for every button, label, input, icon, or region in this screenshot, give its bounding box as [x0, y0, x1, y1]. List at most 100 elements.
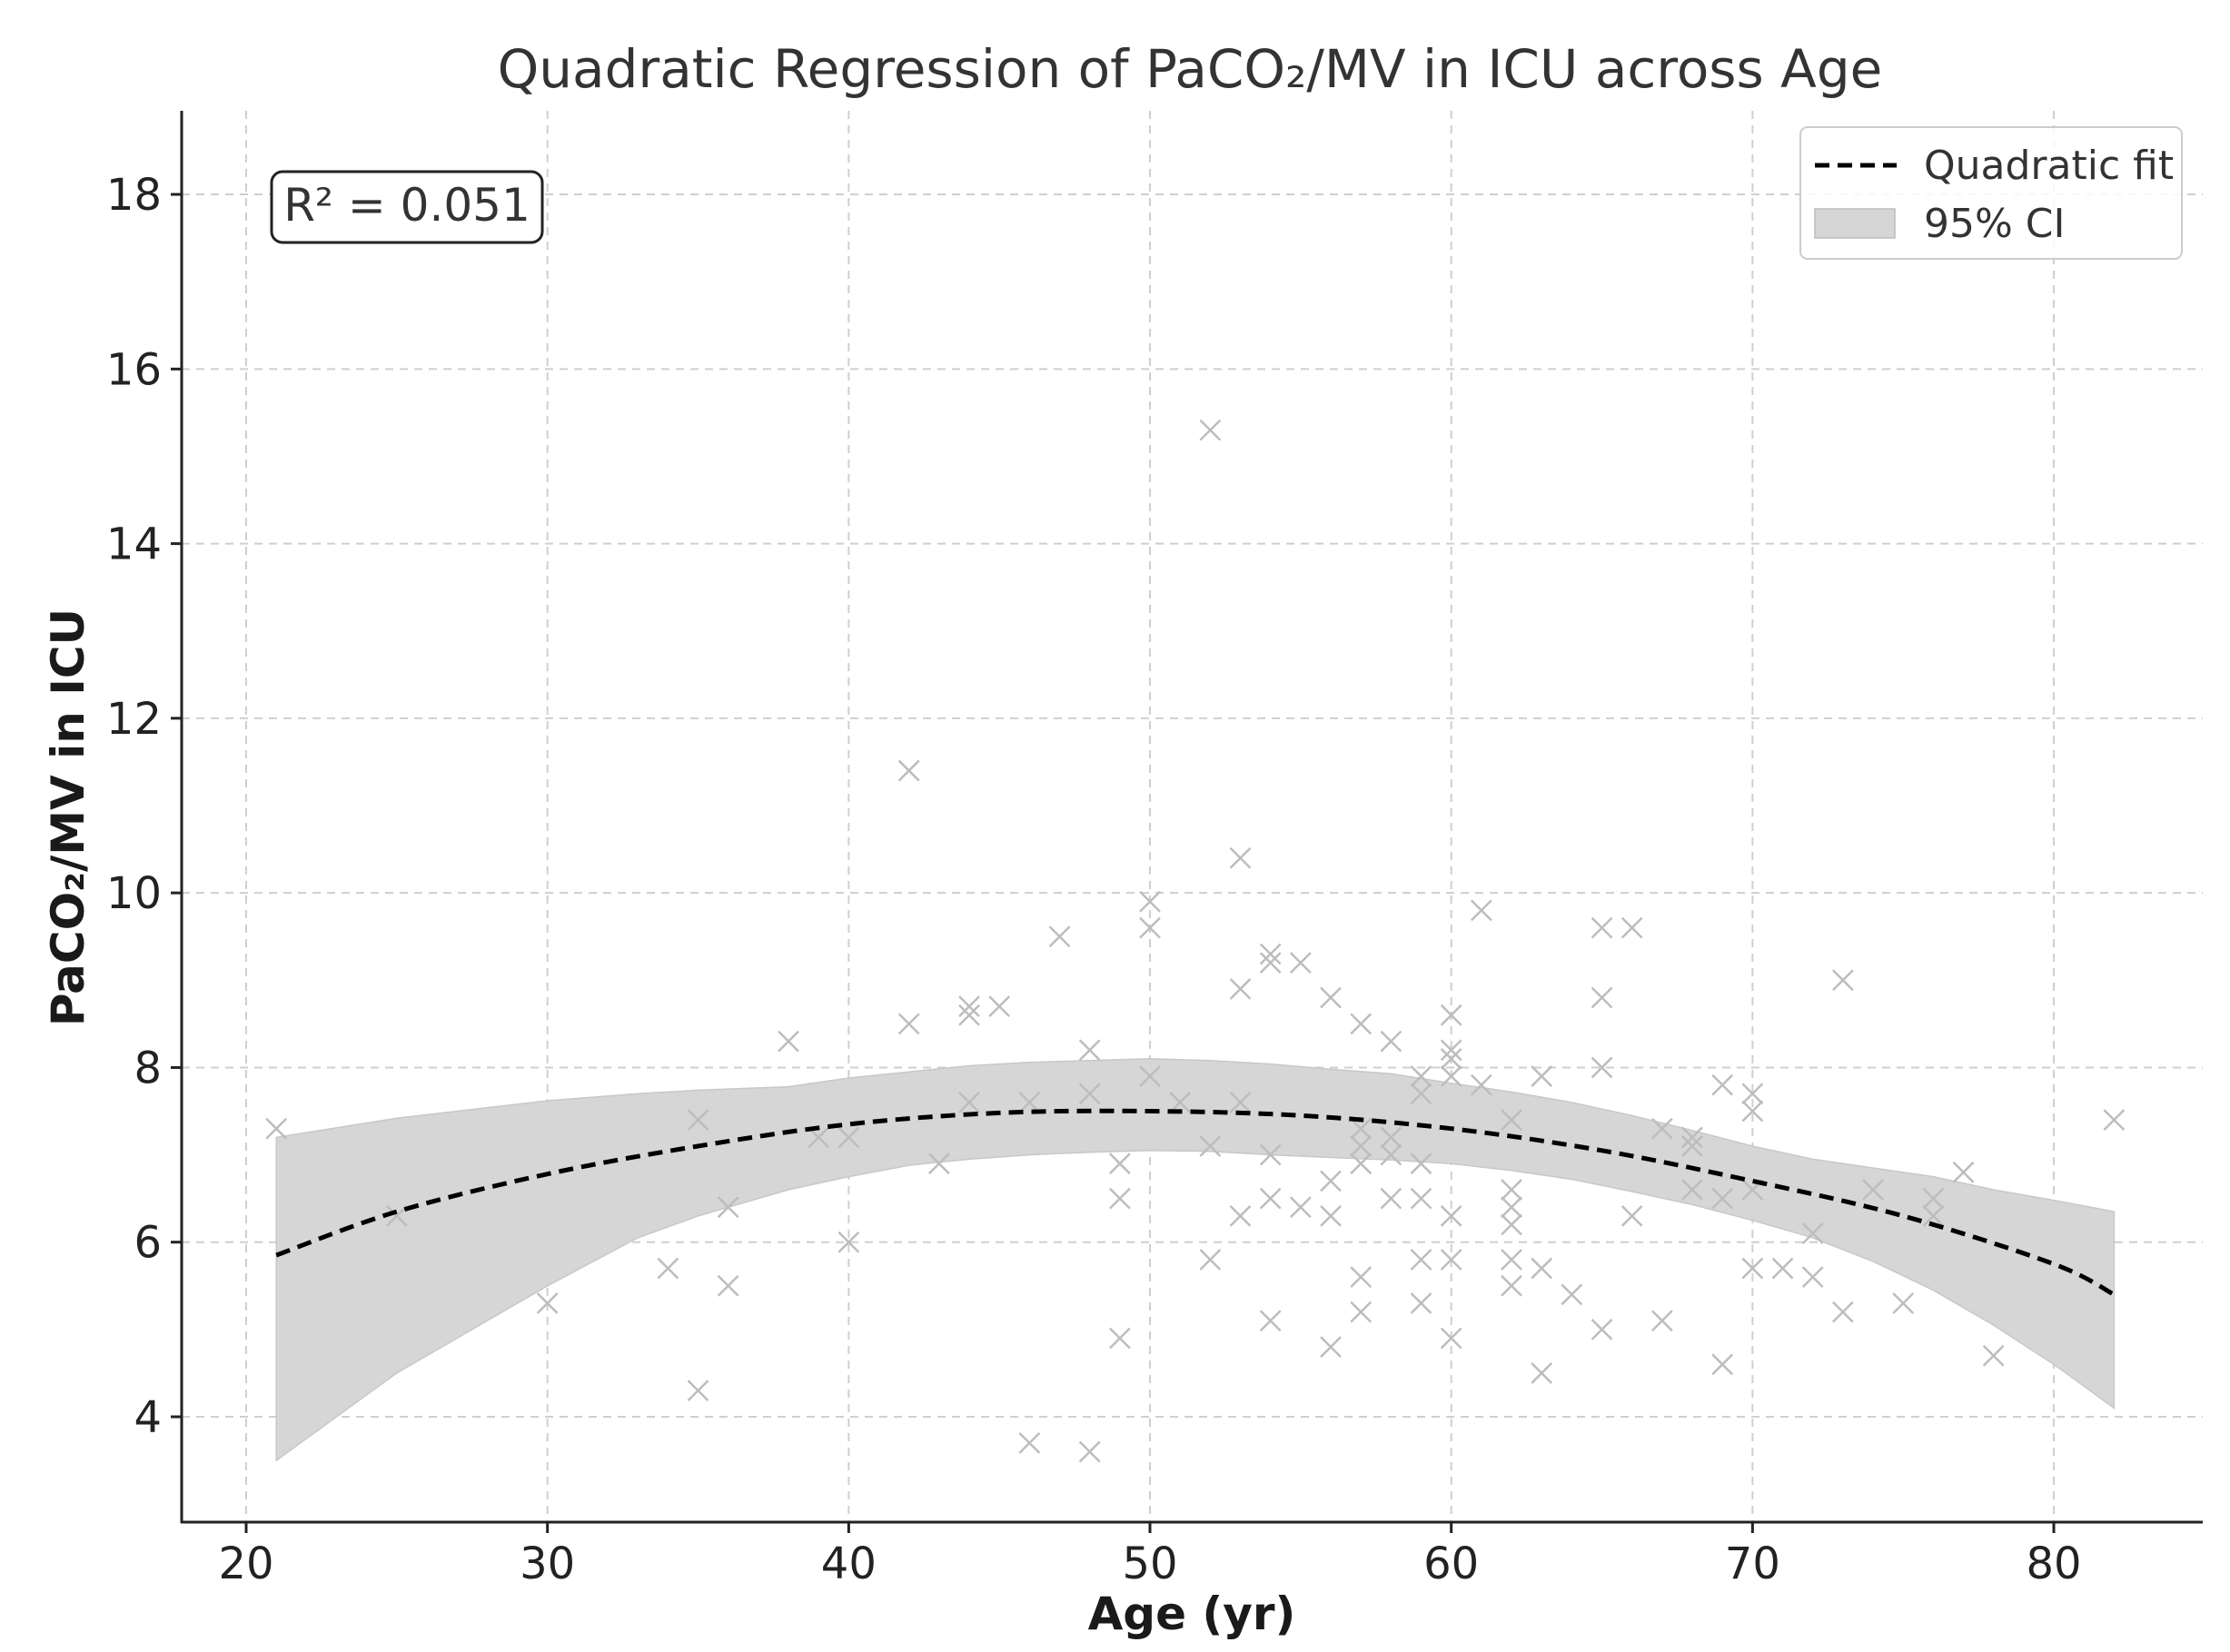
x-tick-label: 70 — [1725, 1538, 1780, 1589]
y-tick-label: 6 — [134, 1218, 162, 1269]
data-point — [1350, 1301, 1373, 1323]
data-point — [1199, 1135, 1222, 1157]
data-point — [1320, 1336, 1342, 1358]
annotation-box — [270, 170, 544, 244]
data-point — [1289, 1196, 1312, 1219]
data-point — [1380, 1143, 1402, 1166]
y-tick-label: 14 — [106, 519, 162, 570]
data-point — [1862, 1179, 1884, 1201]
data-point — [1410, 1152, 1432, 1175]
data-point — [1320, 986, 1342, 1009]
x-tick-label: 50 — [1122, 1538, 1177, 1589]
data-point — [1681, 1126, 1703, 1149]
data-point — [1591, 916, 1613, 939]
data-point — [1561, 1283, 1583, 1306]
data-point — [1801, 1222, 1824, 1244]
data-point — [778, 1030, 799, 1053]
data-point — [1229, 1092, 1252, 1113]
data-point — [1501, 1249, 1522, 1271]
data-point — [265, 1117, 288, 1140]
data-point — [536, 1292, 559, 1314]
data-point — [1259, 943, 1282, 965]
data-point — [1320, 1204, 1342, 1227]
fit-layer — [275, 1108, 2116, 1297]
data-point — [1892, 1292, 1915, 1314]
data-point — [657, 1257, 679, 1280]
data-point — [1982, 1344, 2005, 1367]
y-tick-label: 8 — [134, 1043, 162, 1093]
data-point — [1199, 419, 1222, 441]
x-axis-label: Age (yr) — [1088, 1588, 1296, 1640]
data-point — [1078, 1440, 1101, 1463]
data-point — [1531, 1065, 1553, 1087]
data-point — [1259, 952, 1282, 974]
data-point — [1440, 1327, 1462, 1350]
data-point — [1139, 890, 1161, 913]
legend-ci-swatch — [1814, 208, 1896, 239]
data-point — [1440, 1204, 1462, 1227]
y-tick-label: 4 — [134, 1392, 162, 1443]
data-point — [1350, 1013, 1373, 1035]
data-point — [1681, 1179, 1703, 1201]
data-point — [1470, 1073, 1492, 1096]
data-point — [1289, 952, 1312, 974]
x-tick-label: 30 — [520, 1538, 575, 1589]
data-point — [1350, 1117, 1373, 1140]
data-point — [1681, 1135, 1703, 1157]
data-point — [1380, 1126, 1402, 1149]
data-point — [1259, 1187, 1282, 1210]
data-point — [1591, 1056, 1613, 1079]
data-point — [1139, 1065, 1161, 1087]
data-point — [1440, 1004, 1462, 1026]
data-point — [1229, 846, 1252, 869]
data-point — [1831, 969, 1854, 992]
data-point — [1380, 1187, 1402, 1210]
data-point — [1922, 1187, 1945, 1210]
data-point — [1199, 1249, 1222, 1271]
data-point — [1922, 1204, 1945, 1227]
data-point — [1591, 986, 1613, 1009]
data-point — [1350, 1152, 1373, 1175]
data-point — [1440, 1065, 1462, 1087]
data-point — [1320, 1170, 1342, 1192]
legend-fit-label: Quadratic fit — [1924, 143, 2174, 189]
data-point — [1711, 1073, 1734, 1096]
data-point — [1410, 1065, 1432, 1087]
data-point — [988, 995, 1011, 1018]
data-point — [1620, 916, 1643, 939]
data-point — [1259, 1310, 1282, 1332]
data-point — [1350, 1266, 1373, 1289]
data-point — [1801, 1266, 1824, 1289]
scatter-points — [265, 419, 2126, 1463]
data-point — [958, 1004, 980, 1026]
data-point — [1350, 1135, 1373, 1157]
y-tick-label: 18 — [106, 170, 162, 221]
data-point — [927, 1152, 950, 1175]
data-point — [1380, 1030, 1402, 1053]
data-point — [1410, 1249, 1432, 1271]
data-point — [1108, 1187, 1131, 1210]
y-tick-label: 10 — [106, 868, 162, 919]
data-point — [1078, 1083, 1101, 1105]
data-point — [1229, 978, 1252, 1000]
data-point — [687, 1380, 709, 1402]
data-point — [717, 1196, 739, 1219]
y-axis-label: PaCO₂/MV in ICU — [42, 608, 94, 1026]
data-point — [1620, 1204, 1643, 1227]
data-point — [2103, 1109, 2126, 1132]
data-point — [1501, 1109, 1522, 1132]
data-point — [1018, 1092, 1041, 1113]
x-tick-label: 20 — [218, 1538, 273, 1589]
data-point — [1591, 1318, 1613, 1340]
data-point — [1410, 1292, 1432, 1314]
data-point — [1139, 916, 1161, 939]
data-point — [1108, 1152, 1131, 1175]
y-tick-label: 12 — [106, 694, 162, 745]
data-point — [1259, 1143, 1282, 1166]
data-point — [1741, 1100, 1764, 1123]
data-point — [717, 1274, 739, 1297]
data-point — [1440, 1047, 1462, 1070]
data-point — [1741, 1257, 1764, 1280]
x-tick-label: 60 — [1423, 1538, 1479, 1589]
data-point — [1410, 1083, 1432, 1105]
